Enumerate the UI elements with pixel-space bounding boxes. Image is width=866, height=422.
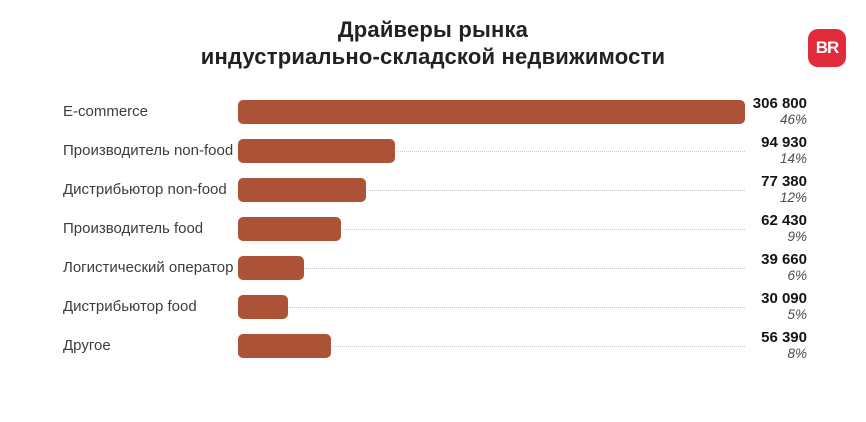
value-percent: 6% — [787, 268, 807, 283]
value-number: 56 390 — [761, 329, 807, 346]
value-block: 56 390 8% — [745, 329, 807, 362]
value-number: 30 090 — [761, 290, 807, 307]
category-label: E-commerce — [63, 103, 149, 120]
value-percent: 9% — [787, 229, 807, 244]
value-number: 94 930 — [761, 134, 807, 151]
bar — [238, 255, 304, 280]
value-percent: 12% — [779, 190, 807, 205]
category-label: Другое — [63, 337, 111, 354]
value-block: 77 380 12% — [745, 173, 807, 206]
leader-line — [238, 345, 745, 347]
value-percent: 5% — [787, 307, 807, 322]
value-block: 62 430 9% — [745, 212, 807, 245]
bar-zone — [238, 138, 745, 163]
bar — [238, 333, 332, 358]
bar-zone — [238, 255, 745, 280]
bar-zone — [238, 294, 745, 319]
chart-title: Драйверы рынка индустриально-складской н… — [0, 16, 866, 70]
bar — [238, 294, 288, 319]
bar-row: Производитель food 62 430 9% — [63, 209, 807, 248]
bar-zone — [238, 216, 745, 241]
chart-title-line2: индустриально-складской недвижимости — [200, 44, 666, 69]
bar — [238, 138, 395, 163]
chart-title-line1: Драйверы рынка — [337, 17, 529, 42]
leader-line — [238, 150, 745, 152]
bar — [238, 177, 366, 202]
bar-row: Логистический оператор 39 660 6% — [63, 248, 807, 287]
bar-zone — [238, 177, 745, 202]
bar-row: Другое 56 390 8% — [63, 326, 807, 365]
value-number: 62 430 — [761, 212, 807, 229]
value-number: 39 660 — [761, 251, 807, 268]
bar-zone — [238, 333, 745, 358]
bar-rows: E-commerce 306 800 46% Производитель non-fo… — [63, 92, 807, 365]
category-label: Производитель non-food — [63, 142, 234, 159]
category-label: Дистрибьютор food — [63, 298, 197, 315]
value-block: 94 930 14% — [745, 134, 807, 167]
value-number: 306 800 — [752, 95, 807, 112]
bar-row: E-commerce 306 800 46% — [63, 92, 807, 131]
value-block: 306 800 46% — [745, 95, 807, 128]
value-percent: 8% — [787, 346, 807, 361]
leader-line — [238, 189, 745, 191]
bar-row: Дистрибьютор food 30 090 5% — [63, 287, 807, 326]
value-percent: 46% — [779, 112, 807, 127]
value-block: 39 660 6% — [745, 251, 807, 284]
bar-row: Производитель non-food 94 930 14% — [63, 131, 807, 170]
bar — [238, 216, 342, 241]
br-logo-text: BR — [815, 38, 840, 57]
value-percent: 14% — [779, 151, 807, 166]
leader-line — [238, 267, 745, 269]
value-number: 77 380 — [761, 173, 807, 190]
leader-line — [238, 228, 745, 230]
bar-zone — [238, 99, 745, 124]
leader-line — [238, 306, 745, 308]
bar — [238, 99, 745, 124]
br-logo: BR — [808, 29, 846, 67]
bar-chart: E-commerce 306 800 46% Производитель non-fo… — [0, 92, 866, 365]
category-label: Производитель food — [63, 220, 204, 237]
category-label: Дистрибьютор non-food — [63, 181, 227, 198]
bar-row: Дистрибьютор non-food 77 380 12% — [63, 170, 807, 209]
value-block: 30 090 5% — [745, 290, 807, 323]
category-label: Логистический оператор — [63, 259, 234, 276]
